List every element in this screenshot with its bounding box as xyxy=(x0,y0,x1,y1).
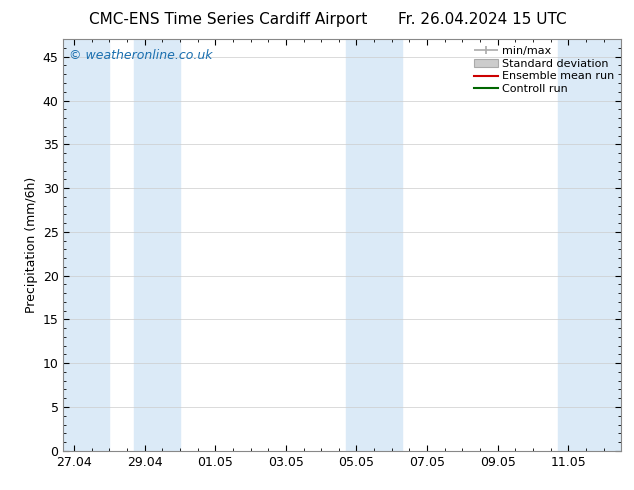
Y-axis label: Precipitation (mm/6h): Precipitation (mm/6h) xyxy=(25,177,39,313)
Bar xyxy=(134,39,180,451)
Bar xyxy=(558,39,621,451)
Text: © weatheronline.co.uk: © weatheronline.co.uk xyxy=(69,49,212,63)
Text: CMC-ENS Time Series Cardiff Airport: CMC-ENS Time Series Cardiff Airport xyxy=(89,12,368,27)
Bar xyxy=(346,39,403,451)
Bar xyxy=(63,39,109,451)
Legend: min/max, Standard deviation, Ensemble mean run, Controll run: min/max, Standard deviation, Ensemble me… xyxy=(469,42,619,98)
Text: Fr. 26.04.2024 15 UTC: Fr. 26.04.2024 15 UTC xyxy=(398,12,566,27)
